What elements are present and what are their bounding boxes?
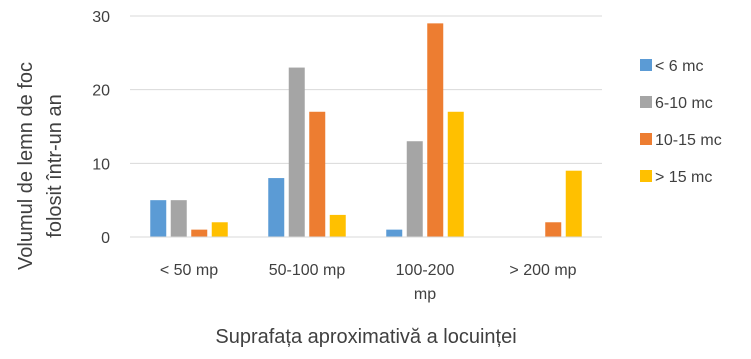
bar xyxy=(309,112,325,237)
bar xyxy=(212,222,228,237)
legend-label: < 6 mc xyxy=(655,58,703,75)
y-tick-label: 10 xyxy=(92,156,110,173)
gridlines xyxy=(130,16,602,237)
y-axis-title: Volumul de lemn de foc xyxy=(15,62,37,270)
y-axis-title: folosit într-un an xyxy=(44,94,66,237)
y-tick-label: 20 xyxy=(92,83,110,100)
y-tick-label: 0 xyxy=(101,230,110,247)
x-tick-label: > 200 mp xyxy=(509,262,576,279)
bar xyxy=(289,68,305,237)
legend-swatch xyxy=(640,59,652,71)
legend-label: 10-15 mc xyxy=(655,132,722,149)
legend-swatch xyxy=(640,170,652,182)
legend-swatch xyxy=(640,96,652,108)
legend-label: > 15 mc xyxy=(655,169,712,186)
x-tick-label: < 50 mp xyxy=(160,262,218,279)
bar xyxy=(268,178,284,237)
x-tick-label: 100-200 xyxy=(396,262,455,279)
x-tick-label: mp xyxy=(414,286,436,303)
bar xyxy=(427,23,443,237)
bar xyxy=(191,230,207,237)
legend-swatch xyxy=(640,133,652,145)
bar xyxy=(407,141,423,237)
legend: < 6 mc 6-10 mc 10-15 mc > 15 mc xyxy=(640,58,722,186)
legend-label: 6-10 mc xyxy=(655,95,713,112)
bar xyxy=(545,222,561,237)
bar xyxy=(171,200,187,237)
bars xyxy=(150,23,582,237)
y-tick-label: 30 xyxy=(92,9,110,26)
bar xyxy=(386,230,402,237)
axes: 0 10 20 30 < 50 mp 50-100 mp 100-200 mp > 200 mp xyxy=(92,9,602,303)
x-tick-label: 50-100 mp xyxy=(269,262,346,279)
x-axis-title: Suprafața aproximativă a locuinței xyxy=(215,326,516,348)
bar xyxy=(150,200,166,237)
bar xyxy=(330,215,346,237)
bar xyxy=(566,171,582,237)
bar xyxy=(448,112,464,237)
